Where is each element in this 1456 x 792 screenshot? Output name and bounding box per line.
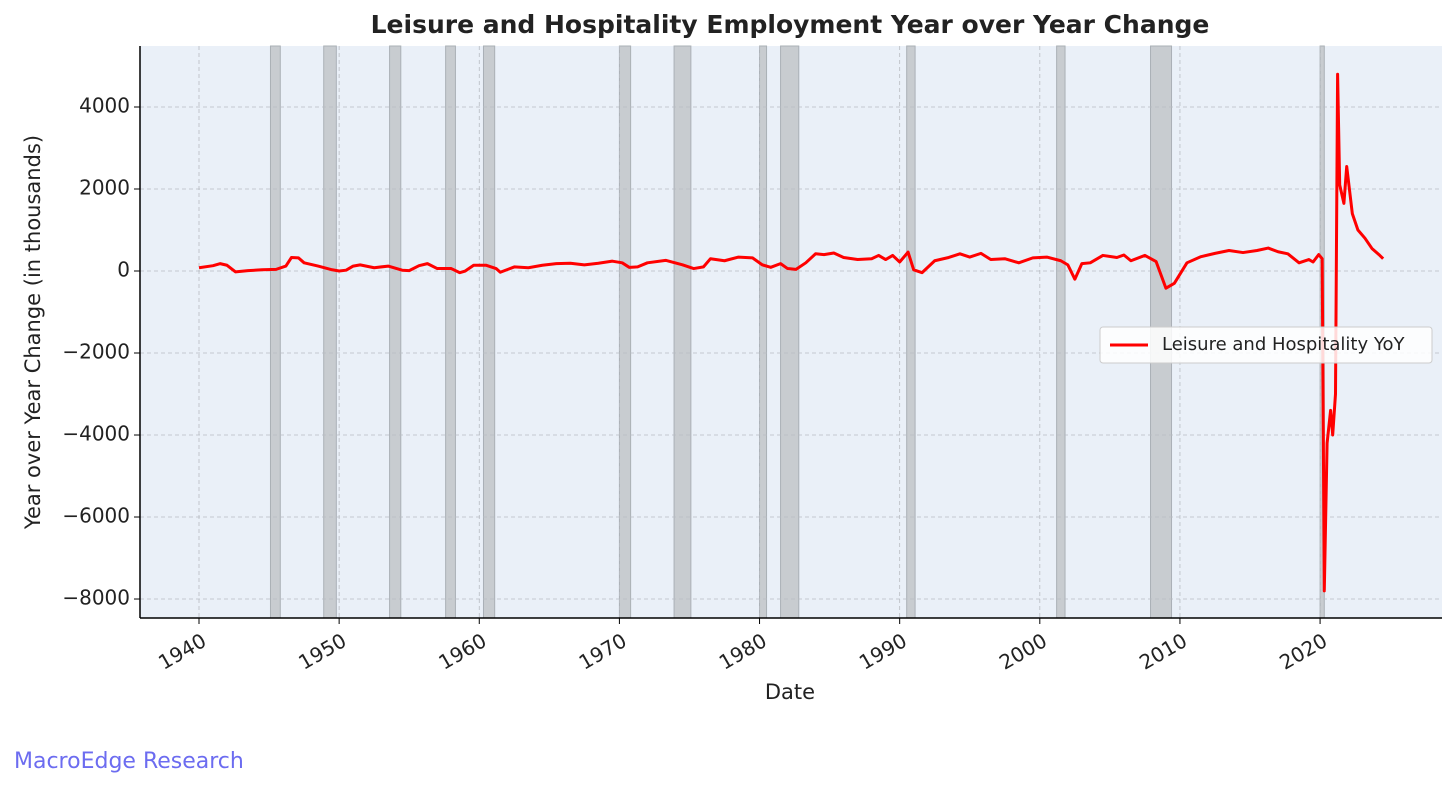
recession-band [269, 45, 281, 619]
x-tick-label: 2020 [1275, 628, 1331, 674]
recession-band [323, 45, 337, 619]
recession-band [780, 45, 800, 619]
recession-band [618, 45, 632, 619]
y-tick-label: −4000 [62, 422, 130, 446]
legend-box [1099, 326, 1433, 364]
x-tick-label: 2010 [1135, 628, 1191, 674]
x-tick-label: 1950 [294, 628, 350, 674]
recession-band [1056, 45, 1066, 619]
x-tick-label: 1980 [715, 628, 771, 674]
x-axis-label: Date [765, 680, 815, 704]
x-tick-label: 1990 [855, 628, 911, 674]
y-tick-label: 4000 [79, 94, 130, 118]
recession-band [445, 45, 456, 619]
x-tick-label: 1970 [575, 628, 631, 674]
recession-band [673, 45, 692, 619]
recession-band [482, 45, 496, 619]
chart-title: Leisure and Hospitality Employment Year … [371, 10, 1210, 39]
footer: MacroEdge Research [14, 749, 244, 774]
x-tick-label: 1940 [154, 628, 210, 674]
legend-label: Leisure and Hospitality YoY [1162, 334, 1405, 355]
y-tick-label: −6000 [62, 504, 130, 528]
recession-band [759, 45, 768, 619]
y-tick-label: −8000 [62, 586, 130, 610]
recession-band [906, 45, 916, 619]
data-line [198, 72, 1385, 593]
x-tick-label: 2000 [995, 628, 1051, 674]
recession-band [389, 45, 402, 619]
y-tick-label: 0 [117, 258, 130, 282]
x-tick-label: 1960 [434, 628, 490, 674]
y-tick-label: −2000 [62, 340, 130, 364]
y-tick-label: 2000 [79, 176, 130, 200]
y-axis-label: Year over Year Change (in thousands) [21, 135, 45, 530]
